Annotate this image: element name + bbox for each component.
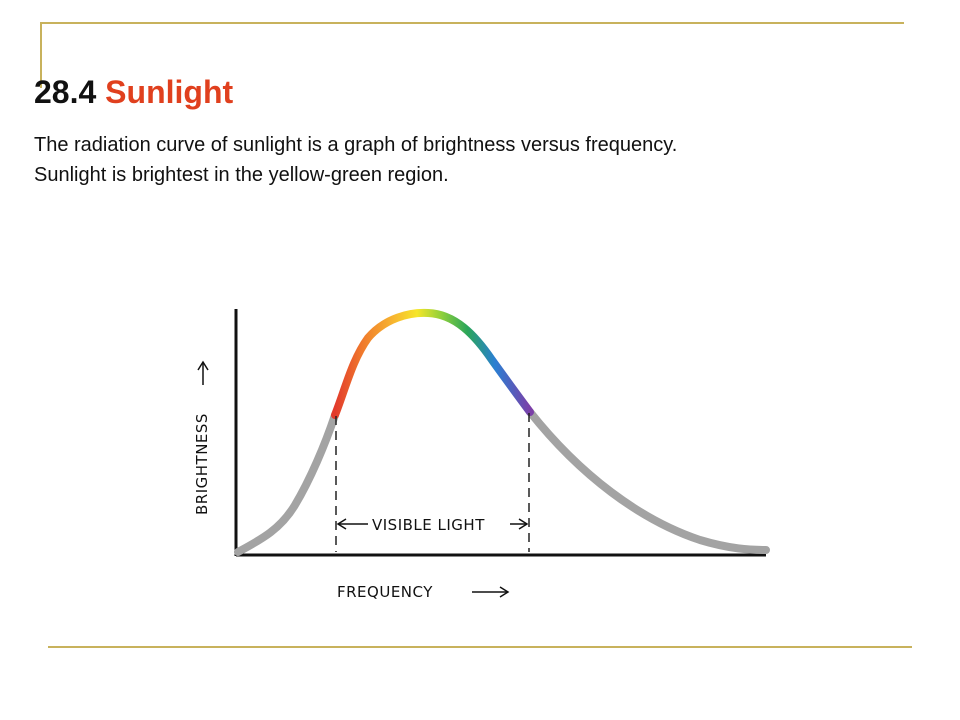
section-number: 28.4 xyxy=(34,74,97,110)
visible-light-label: VISIBLE LIGHT xyxy=(372,516,485,534)
x-axis-arrow xyxy=(472,586,510,598)
section-heading: Sunlight xyxy=(105,74,234,110)
bottom-rule xyxy=(48,646,912,648)
slide-body-text: The radiation curve of sunlight is a gra… xyxy=(34,134,678,186)
visible-band-right-arrow xyxy=(510,518,529,530)
visible-band-left-arrow xyxy=(336,518,368,530)
curve-visible-spectrum xyxy=(331,308,534,419)
curve-high-frequency-tail xyxy=(526,408,770,554)
x-axis-label: FREQUENCY xyxy=(337,583,433,601)
curve-low-frequency-tail xyxy=(234,411,339,556)
y-axis-arrow xyxy=(197,360,209,385)
left-rule xyxy=(40,22,42,88)
y-axis-label: BRIGHTNESS xyxy=(193,413,211,515)
top-rule xyxy=(40,22,904,24)
slide-title: 28.4 Sunlight xyxy=(34,74,233,111)
